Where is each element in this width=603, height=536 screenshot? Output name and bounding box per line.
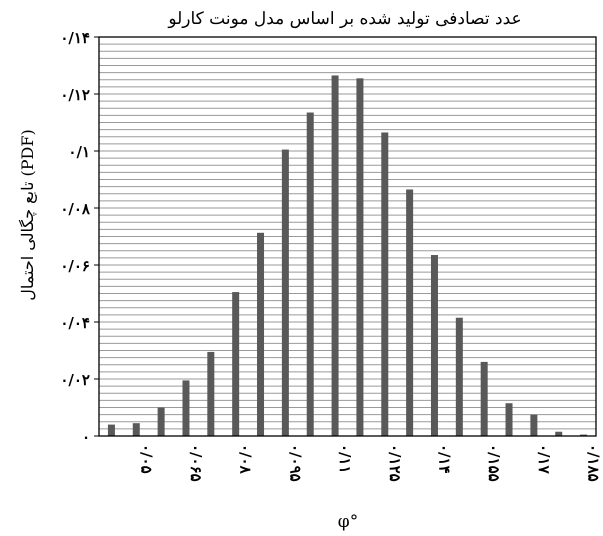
x-tick-label: ۰/۱۴ [435,444,453,474]
bar [132,423,140,436]
bar [182,380,190,436]
bar [381,132,389,436]
x-tick-label: ۰/۰۶۵ [187,444,205,482]
x-tick-label: ۰/۰۸ [237,444,255,475]
bar [331,75,339,436]
y-tick-label: ۰/۰۴ [60,314,90,332]
y-tick-label: ۰/۰۸ [60,200,91,218]
bar [555,431,563,436]
x-tick-label: ۰/۱۱ [336,444,354,474]
x-tick-label: ۰/۱۷ [535,444,553,475]
gridlines [99,43,596,430]
x-tick-label: ۰/۰۹۵ [286,444,304,482]
bar [356,78,364,436]
y-tick-label: ۰/۱۴ [60,29,90,47]
bar [530,414,538,436]
bar [207,351,215,436]
bar [430,255,438,436]
x-axis-label: φ° [338,512,358,532]
bar [406,189,414,436]
x-tick-label: ۰/۱۲۵ [386,444,404,482]
bars [107,75,588,437]
bar [257,232,265,436]
bar [480,361,488,436]
y-tick-labels: ۰ ۰/۰۲ ۰/۰۴ ۰/۰۶ ۰/۰۸ ۰/۱ ۰/۱۲ ۰/۱۴ [60,29,99,446]
bar [157,407,165,436]
bar [505,403,513,436]
x-tick-label: ۰/۱۵۵ [485,444,503,482]
x-tick-labels: ۰/۰۵ ۰/۰۶۵ ۰/۰۸ ۰/۰۹۵ ۰/۱۱ ۰/۱۲۵ ۰/۱۴ ۰/۱۵۵ ۰/۱۷… [137,444,603,482]
bar [107,424,115,436]
y-tick-label: ۰/۱۲ [60,86,90,104]
x-tick-label: ۰/۰۵ [137,444,155,474]
y-tick-label: ۰ [82,428,90,446]
y-tick-label: ۰/۱ [68,143,90,161]
bar [306,112,314,437]
axes [98,36,597,437]
bar [580,434,588,436]
bar [455,317,463,436]
y-tick-label: ۰/۰۶ [60,257,90,275]
y-axis-label: تابع چگالی احتمال (PDF) [18,129,37,300]
bar [281,149,289,436]
bar [232,292,240,436]
chart-title: عدد تصادفی تولید شده بر اساس مدل مونت کا… [167,9,521,29]
x-tick-label: ۰/۱۸۵ [585,444,603,482]
plot-frame [98,36,597,437]
y-tick-label: ۰/۰۲ [60,371,90,389]
